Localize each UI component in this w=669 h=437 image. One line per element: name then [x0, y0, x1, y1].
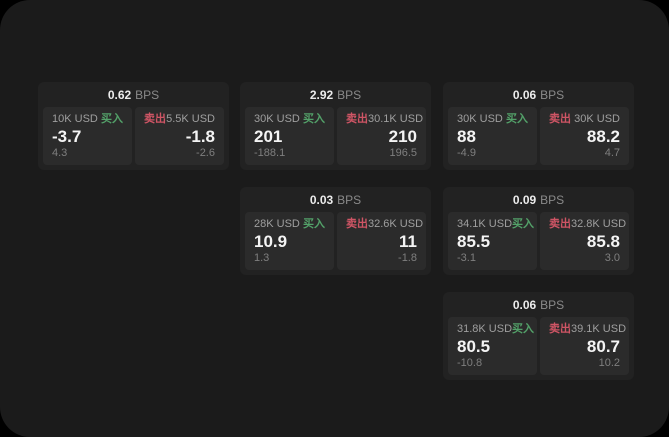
- buy-notional: 30K USD: [457, 113, 503, 125]
- buy-delta: 1.3: [254, 252, 270, 264]
- sell-side-label: 卖出: [346, 113, 368, 125]
- sell-notional: 32.6K USD: [368, 218, 424, 230]
- buy-notional: 34.1K USD: [457, 218, 513, 230]
- buy-notional: 28K USD: [254, 218, 300, 230]
- buy-delta: -10.8: [457, 357, 483, 369]
- buy-delta: 4.3: [52, 147, 68, 159]
- buy-quote-panel[interactable]: 31.8K USD 买入 80.5 -10.8: [448, 317, 537, 375]
- buy-side-label: 买入: [101, 113, 123, 125]
- card-body: 34.1K USD 买入 85.5 -3.1 卖出 32.8K USD 85.8…: [443, 212, 634, 275]
- bps-value: 0.06: [512, 87, 537, 102]
- bps-value: 2.92: [309, 87, 334, 102]
- buy-quote-panel[interactable]: 34.1K USD 买入 85.5 -3.1: [448, 212, 537, 270]
- bps-value: 0.03: [309, 192, 334, 207]
- sell-quote-panel[interactable]: 卖出 30K USD 88.2 4.7: [540, 107, 629, 165]
- buy-quote-panel[interactable]: 28K USD 买入 10.9 1.3: [245, 212, 334, 270]
- buy-quote-panel[interactable]: 30K USD 买入 201 -188.1: [245, 107, 334, 165]
- buy-notional: 31.8K USD: [457, 323, 513, 335]
- buy-delta: -3.1: [457, 252, 476, 264]
- sell-delta: 3.0: [604, 252, 620, 264]
- buy-price: -3.7: [52, 127, 82, 146]
- card-header: 0.09 BPS: [443, 187, 634, 212]
- buy-notional: 30K USD: [254, 113, 300, 125]
- sell-price: 85.8: [586, 232, 620, 251]
- buy-price: 85.5: [457, 232, 491, 251]
- card-body: 10K USD 买入 -3.7 4.3 卖出 5.5K USD -1.8 -2.…: [38, 107, 229, 170]
- sell-delta: -2.6: [196, 147, 215, 159]
- sell-notional: 30.1K USD: [368, 113, 424, 125]
- sell-quote-panel[interactable]: 卖出 32.8K USD 85.8 3.0: [540, 212, 629, 270]
- sell-notional: 39.1K USD: [571, 323, 627, 335]
- sell-delta: 4.7: [604, 147, 620, 159]
- sell-notional: 5.5K USD: [166, 113, 215, 125]
- bps-unit-label: BPS: [540, 297, 565, 312]
- card-body: 30K USD 买入 88 -4.9 卖出 30K USD 88.2 4.7: [443, 107, 634, 170]
- bps-unit-label: BPS: [337, 87, 362, 102]
- card-body: 28K USD 买入 10.9 1.3 卖出 32.6K USD 11 -1.8: [240, 212, 431, 275]
- quote-card: 2.92 BPS 30K USD 买入 201 -188.1 卖出 30.1K …: [240, 82, 431, 170]
- quote-card: 0.62 BPS 10K USD 买入 -3.7 4.3 卖出 5.5K USD…: [38, 82, 229, 170]
- card-header: 0.03 BPS: [240, 187, 431, 212]
- sell-quote-panel[interactable]: 卖出 32.6K USD 11 -1.8: [337, 212, 426, 270]
- sell-price: 80.7: [586, 337, 620, 356]
- sell-notional: 30K USD: [574, 113, 620, 125]
- buy-price: 80.5: [457, 337, 491, 356]
- buy-price: 88: [457, 127, 476, 146]
- sell-price: 210: [388, 127, 417, 146]
- quote-card: 0.09 BPS 34.1K USD 买入 85.5 -3.1 卖出 32.8K…: [443, 187, 634, 275]
- card-header: 0.06 BPS: [443, 82, 634, 107]
- buy-notional: 10K USD: [52, 113, 98, 125]
- sell-quote-panel[interactable]: 卖出 30.1K USD 210 196.5: [337, 107, 426, 165]
- sell-notional: 32.8K USD: [571, 218, 627, 230]
- sell-side-label: 卖出: [549, 323, 571, 335]
- buy-quote-panel[interactable]: 30K USD 买入 88 -4.9: [448, 107, 537, 165]
- card-header: 0.06 BPS: [443, 292, 634, 317]
- sell-price: -1.8: [185, 127, 215, 146]
- bps-unit-label: BPS: [540, 192, 565, 207]
- buy-price: 10.9: [254, 232, 288, 251]
- sell-side-label: 卖出: [144, 113, 166, 125]
- card-body: 31.8K USD 买入 80.5 -10.8 卖出 39.1K USD 80.…: [443, 317, 634, 380]
- card-header: 0.62 BPS: [38, 82, 229, 107]
- bps-value: 0.09: [512, 192, 537, 207]
- bps-unit-label: BPS: [135, 87, 160, 102]
- card-header: 2.92 BPS: [240, 82, 431, 107]
- quote-card: 0.06 BPS 30K USD 买入 88 -4.9 卖出 30K USD 8…: [443, 82, 634, 170]
- bps-unit-label: BPS: [540, 87, 565, 102]
- quote-card: 0.06 BPS 31.8K USD 买入 80.5 -10.8 卖出 39.1…: [443, 292, 634, 380]
- buy-delta: -4.9: [457, 147, 476, 159]
- sell-price: 11: [399, 232, 417, 251]
- bps-value: 0.06: [512, 297, 537, 312]
- buy-side-label: 买入: [512, 323, 535, 335]
- sell-side-label: 卖出: [346, 218, 368, 230]
- buy-side-label: 买入: [303, 113, 325, 125]
- bps-unit-label: BPS: [337, 192, 362, 207]
- sell-quote-panel[interactable]: 卖出 5.5K USD -1.8 -2.6: [135, 107, 224, 165]
- buy-side-label: 买入: [512, 218, 535, 230]
- sell-delta: 196.5: [389, 147, 417, 159]
- buy-price: 201: [254, 127, 283, 146]
- quote-card: 0.03 BPS 28K USD 买入 10.9 1.3 卖出 32.6K US…: [240, 187, 431, 275]
- sell-price: 88.2: [586, 127, 620, 146]
- bps-value: 0.62: [107, 87, 132, 102]
- card-body: 30K USD 买入 201 -188.1 卖出 30.1K USD 210 1…: [240, 107, 431, 170]
- sell-delta: -1.8: [398, 252, 417, 264]
- buy-quote-panel[interactable]: 10K USD 买入 -3.7 4.3: [43, 107, 132, 165]
- buy-delta: -188.1: [254, 147, 286, 159]
- sell-side-label: 卖出: [549, 113, 571, 125]
- buy-side-label: 买入: [303, 218, 325, 230]
- sell-quote-panel[interactable]: 卖出 39.1K USD 80.7 10.2: [540, 317, 629, 375]
- sell-side-label: 卖出: [549, 218, 571, 230]
- sell-delta: 10.2: [598, 357, 620, 369]
- buy-side-label: 买入: [506, 113, 528, 125]
